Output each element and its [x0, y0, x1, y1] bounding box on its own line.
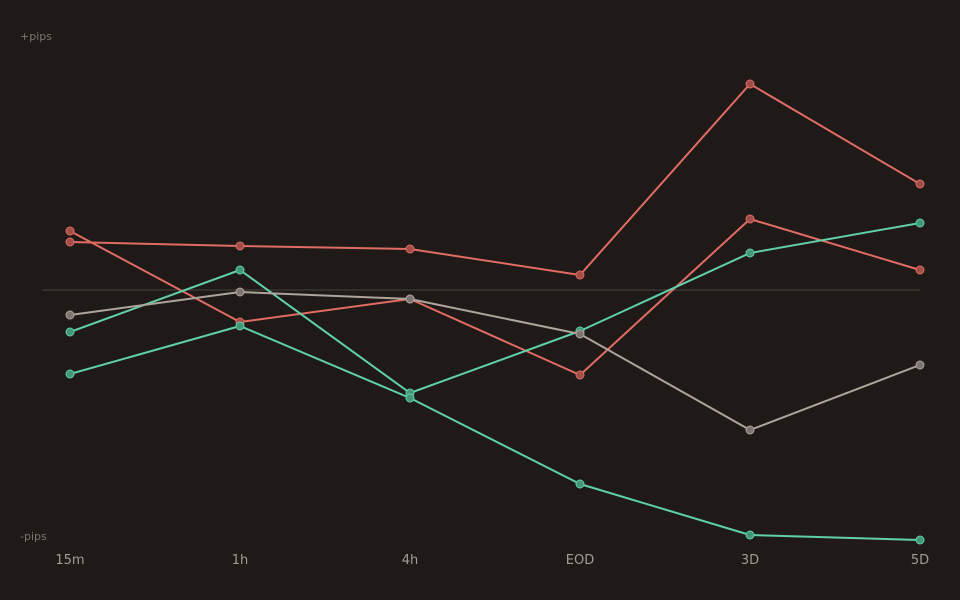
series-5-point[interactable] [65, 310, 75, 320]
series-1-point[interactable] [65, 237, 75, 247]
series-5-point[interactable] [915, 360, 925, 370]
series-5-point[interactable] [235, 287, 245, 297]
series-1-point[interactable] [745, 79, 755, 89]
x-tick-label: 3D [741, 553, 759, 568]
x-tick-label: 15m [55, 553, 84, 568]
series-5-point[interactable] [405, 294, 415, 304]
series-4 [65, 321, 925, 545]
series-2-point[interactable] [65, 226, 75, 236]
series-1-point[interactable] [235, 241, 245, 251]
x-tick-label: 1h [232, 553, 249, 568]
series-4-point[interactable] [405, 393, 415, 403]
series-2-point[interactable] [745, 214, 755, 224]
series-4-point[interactable] [745, 530, 755, 540]
series-3-point[interactable] [235, 265, 245, 275]
series-4-point[interactable] [575, 479, 585, 489]
series-2-point[interactable] [915, 265, 925, 275]
series-4-point[interactable] [235, 321, 245, 331]
series-1 [65, 79, 925, 280]
x-axis-ticks: 15m 1h 4h EOD 3D 5D [55, 553, 929, 568]
y-axis-top-label: +pips [20, 30, 52, 43]
x-tick-label: EOD [566, 553, 594, 568]
series-3-point[interactable] [915, 218, 925, 228]
series-4-point[interactable] [65, 369, 75, 379]
series-1-point[interactable] [405, 244, 415, 254]
series-3-line [69, 222, 921, 394]
series-1-line [69, 83, 921, 276]
series-5-line [69, 291, 921, 431]
series-3-point[interactable] [745, 248, 755, 258]
series-1-point[interactable] [575, 270, 585, 280]
series-5-point[interactable] [745, 425, 755, 435]
series-1-point[interactable] [915, 179, 925, 189]
x-tick-label: 5D [911, 553, 929, 568]
y-axis-bottom-label: -pips [20, 530, 47, 543]
series-2-line [69, 218, 921, 376]
series-5-point[interactable] [575, 329, 585, 339]
series-layer [65, 79, 925, 545]
series-4-line [69, 325, 921, 541]
series-5 [65, 287, 925, 435]
series-2-point[interactable] [575, 370, 585, 380]
x-tick-label: 4h [402, 553, 419, 568]
series-4-point[interactable] [915, 535, 925, 545]
series-2 [65, 214, 925, 380]
series-3-point[interactable] [65, 327, 75, 337]
